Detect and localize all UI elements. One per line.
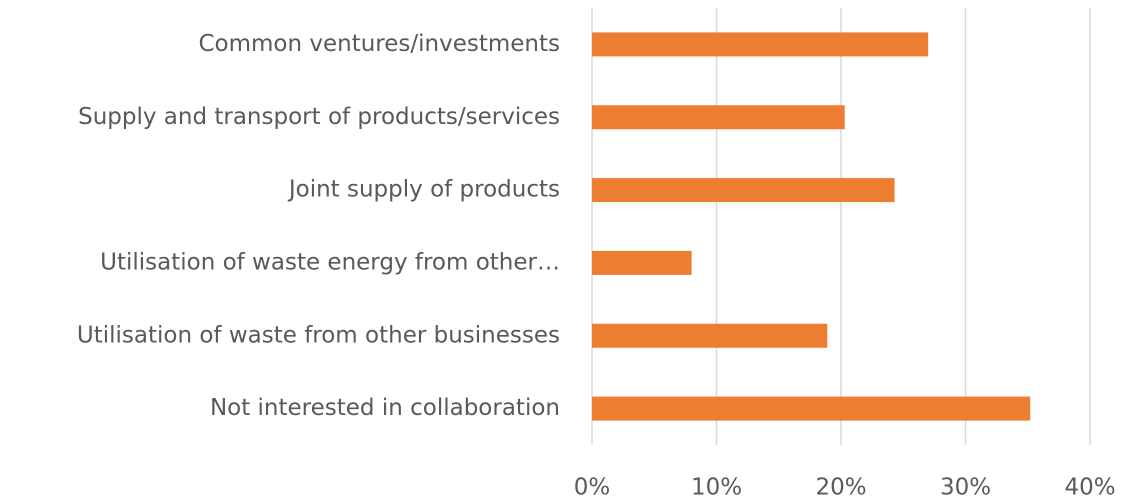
x-tick-label: 30% (940, 475, 991, 501)
bar (592, 396, 1031, 421)
y-tick-label: Supply and transport of products/service… (78, 104, 560, 130)
x-tick-label: 40% (1064, 475, 1115, 501)
y-tick-label: Not interested in collaboration (210, 395, 560, 421)
x-tick-label: 10% (691, 475, 742, 501)
bar (592, 178, 895, 203)
y-tick-label: Utilisation of waste energy from other… (100, 249, 560, 275)
x-tick-label: 20% (815, 475, 866, 501)
bar (592, 32, 929, 57)
y-tick-label: Joint supply of products (287, 177, 560, 203)
bar (592, 105, 845, 130)
bar (592, 323, 828, 348)
bar (592, 250, 692, 275)
y-tick-label: Utilisation of waste from other business… (77, 322, 560, 348)
y-tick-label: Common ventures/investments (198, 31, 560, 57)
x-tick-label: 0% (574, 475, 611, 501)
